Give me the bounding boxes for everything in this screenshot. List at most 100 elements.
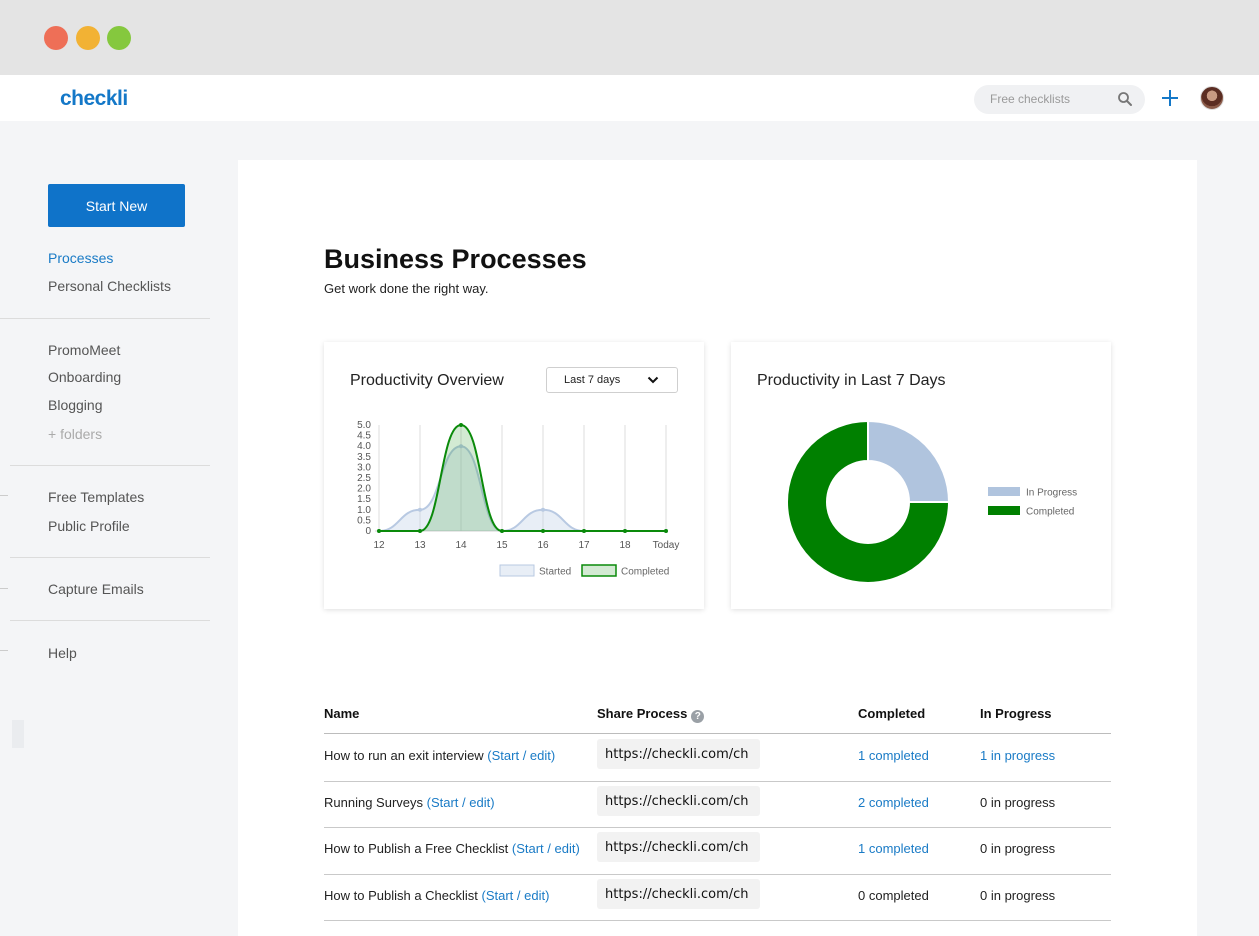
donut-slice-in-progress <box>867 419 951 503</box>
y-tick-label: 3.5 <box>357 452 371 463</box>
row-divider <box>324 873 1111 875</box>
sidebar-divider <box>0 318 210 319</box>
maximize-window-button[interactable] <box>107 26 131 50</box>
share-url-text: https://checkli.com/ch <box>605 886 749 902</box>
in-progress-count: 0 in progress <box>980 841 1056 856</box>
legend-item-started: Started <box>499 564 571 578</box>
date-range-value: Last 7 days <box>564 374 621 386</box>
col-header-completed: Completed <box>858 706 926 721</box>
data-point-completed <box>377 529 381 533</box>
data-point-completed <box>623 529 627 533</box>
in-progress-count[interactable]: 1 in progress <box>980 748 1056 763</box>
plus-icon[interactable] <box>1159 87 1181 109</box>
share-url-field[interactable]: https://checkli.com/ch <box>597 878 760 909</box>
completed-count: 0 completed <box>858 887 929 903</box>
sidebar-item-personal-checklists[interactable]: Personal Checklists <box>48 278 171 294</box>
sidebar-folder-onboarding[interactable]: Onboarding <box>48 369 122 385</box>
sidebar-item-help[interactable]: Help <box>48 645 77 661</box>
start-new-button[interactable]: Start New <box>48 184 185 227</box>
completed-count[interactable]: 1 completed <box>858 748 929 763</box>
search-input[interactable] <box>990 92 1110 106</box>
checkli-logo[interactable]: checkli <box>60 87 128 110</box>
process-name: How to run an exit interview <box>324 748 488 763</box>
y-tick-label: 5.0 <box>357 420 371 431</box>
share-url-field[interactable]: https://checkli.com/ch <box>597 739 760 769</box>
card-title: Productivity Overview <box>350 372 504 389</box>
y-tick-label: 3.0 <box>357 462 371 473</box>
x-tick-label: 16 <box>537 540 549 551</box>
completed-count[interactable]: 2 completed <box>858 794 929 810</box>
x-tick-label: 12 <box>373 540 385 551</box>
table-row-name[interactable]: How to run an exit interview (Start / ed… <box>324 748 555 763</box>
legend-label: Started <box>539 567 571 578</box>
in-progress-count: 0 in progress <box>980 887 1056 903</box>
sidebar-item-processes[interactable]: Processes <box>48 250 114 266</box>
close-window-button[interactable] <box>44 26 68 50</box>
legend-label: In Progress <box>1026 488 1077 499</box>
share-url-text: https://checkli.com/ch <box>605 793 749 809</box>
x-tick-label: 14 <box>455 540 467 551</box>
sidebar-folder-promomeet[interactable]: PromoMeet <box>48 342 121 358</box>
share-url-field[interactable]: https://checkli.com/ch <box>597 832 760 862</box>
start-edit-link[interactable]: (Start / edit) <box>481 887 550 903</box>
productivity-overview-card: Productivity Overview Last 7 days 0 0.5 1.… <box>324 342 704 609</box>
row-divider <box>324 780 1111 782</box>
sidebar-item-free-templates[interactable]: Free Templates <box>48 489 145 505</box>
search-box[interactable] <box>974 85 1145 114</box>
legend-item-completed: Completed <box>988 506 1074 518</box>
y-tick-label: 4.5 <box>357 431 371 442</box>
x-tick-label: 13 <box>414 540 426 551</box>
sidebar-folder-blogging[interactable]: Blogging <box>48 397 103 413</box>
start-edit-link[interactable]: (Start / edit) <box>426 794 495 810</box>
y-tick-label: 0 <box>365 526 371 537</box>
data-point-completed <box>664 529 668 533</box>
table-row-name[interactable]: How to Publish a Checklist (Start / edit… <box>324 888 549 903</box>
chevron-down-icon <box>647 376 659 384</box>
window-titlebar <box>0 0 1259 75</box>
card-title: Productivity in Last 7 Days <box>757 372 946 389</box>
data-point-completed <box>418 529 422 533</box>
x-tick-label: 18 <box>619 540 631 551</box>
sidebar-item-public-profile[interactable]: Public Profile <box>48 518 130 534</box>
share-url-text: https://checkli.com/ch <box>605 840 749 855</box>
x-tick-label: Today <box>653 540 680 551</box>
legend-item-completed: Completed <box>581 564 669 578</box>
productivity-line-chart: 00.51.01.52.02.53.03.54.04.55.0 12 13 14 15 1… <box>357 420 680 578</box>
start-edit-link[interactable]: (Start / edit) <box>511 841 580 856</box>
row-divider <box>324 827 1111 828</box>
start-edit-link[interactable]: (Start / edit) <box>487 748 556 763</box>
minimize-window-button[interactable] <box>76 26 100 50</box>
date-range-select[interactable]: Last 7 days <box>546 367 678 393</box>
y-tick-label: 1.0 <box>357 505 371 516</box>
page-subtitle: Get work done the right way. <box>324 281 489 296</box>
legend-swatch <box>499 564 535 577</box>
sidebar-item-capture-emails[interactable]: Capture Emails <box>48 581 144 597</box>
search-icon[interactable] <box>1117 91 1133 107</box>
share-url-field[interactable]: https://checkli.com/ch <box>597 785 760 816</box>
productivity-last7-card: Productivity in Last 7 Days In Progress C… <box>731 342 1111 609</box>
add-folder-link[interactable]: + folders <box>48 426 103 442</box>
col-header-in-progress: In Progress <box>980 706 1052 721</box>
sidebar-tick <box>0 650 8 651</box>
row-divider <box>324 920 1111 921</box>
sidebar-tick <box>0 588 8 589</box>
legend-item-in-progress: In Progress <box>988 487 1077 499</box>
y-tick-label: 1.5 <box>357 494 371 505</box>
y-tick-label: 2.0 <box>357 484 371 495</box>
table-row-name[interactable]: How to Publish a Free Checklist (Start /… <box>324 841 580 856</box>
completed-count[interactable]: 1 completed <box>858 841 929 856</box>
in-progress-count: 0 in progress <box>980 794 1056 810</box>
table-header-divider <box>324 733 1111 734</box>
legend-swatch <box>988 506 1020 515</box>
donut-slice-completed <box>786 419 951 584</box>
y-tick-label: 4.0 <box>357 441 371 452</box>
table-row-name[interactable]: Running Surveys (Start / edit) <box>324 795 495 810</box>
data-point-started <box>459 444 463 449</box>
data-point-started <box>541 507 545 512</box>
process-name: Running Surveys <box>324 794 427 810</box>
help-icon[interactable]: ? <box>691 710 705 723</box>
sidebar-divider <box>10 557 210 558</box>
data-point-started <box>418 507 422 512</box>
user-avatar[interactable] <box>1200 86 1224 110</box>
col-header-share-label: Share Process <box>597 706 688 721</box>
